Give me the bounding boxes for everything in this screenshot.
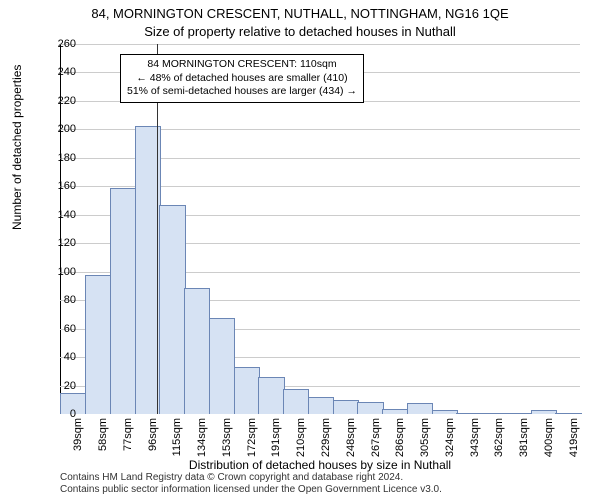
ytick-label: 200: [48, 123, 76, 135]
ytick-label: 240: [48, 66, 76, 78]
ytick-label: 160: [48, 180, 76, 192]
xtick-label: 305sqm: [419, 418, 431, 458]
xtick-label: 324sqm: [444, 418, 456, 458]
histogram-bar: [481, 413, 507, 414]
ytick-label: 80: [48, 294, 76, 306]
xtick-label: 77sqm: [122, 418, 134, 458]
histogram-bar: [333, 400, 359, 414]
histogram-bar: [234, 367, 260, 414]
histogram-bar: [159, 205, 185, 414]
histogram-bar: [110, 188, 136, 414]
histogram-bar: [209, 318, 235, 414]
xtick-label: 419sqm: [568, 418, 580, 458]
ytick-label: 100: [48, 266, 76, 278]
xtick-label: 248sqm: [345, 418, 357, 458]
ytick-label: 40: [48, 351, 76, 363]
xtick-label: 381sqm: [518, 418, 530, 458]
histogram-bar: [506, 413, 532, 414]
xtick-label: 153sqm: [221, 418, 233, 458]
xtick-label: 172sqm: [246, 418, 258, 458]
histogram-bar: [531, 410, 557, 414]
title-main: 84, MORNINGTON CRESCENT, NUTHALL, NOTTIN…: [0, 6, 600, 21]
histogram-bar: [85, 275, 111, 414]
gridline: [60, 44, 580, 45]
xtick-label: 210sqm: [295, 418, 307, 458]
ytick-label: 260: [48, 38, 76, 50]
plot-area: 84 MORNINGTON CRESCENT: 110sqm← 48% of d…: [60, 44, 580, 414]
xtick-label: 400sqm: [543, 418, 555, 458]
xtick-label: 96sqm: [147, 418, 159, 458]
histogram-bar: [283, 389, 309, 414]
annotation-line: 84 MORNINGTON CRESCENT: 110sqm: [127, 58, 357, 72]
xtick-label: 267sqm: [370, 418, 382, 458]
footer-attribution: Contains HM Land Registry data © Crown c…: [60, 472, 442, 496]
histogram-bar: [407, 403, 433, 414]
xtick-label: 115sqm: [171, 418, 183, 458]
xtick-label: 286sqm: [394, 418, 406, 458]
histogram-bar: [555, 413, 581, 414]
xtick-label: 191sqm: [270, 418, 282, 458]
histogram-bar: [432, 410, 458, 414]
x-axis-label: Distribution of detached houses by size …: [60, 458, 580, 472]
histogram-bar: [184, 288, 210, 414]
histogram-bar: [382, 409, 408, 414]
annotation-box: 84 MORNINGTON CRESCENT: 110sqm← 48% of d…: [120, 54, 364, 103]
histogram-bar: [357, 402, 383, 414]
ytick-label: 20: [48, 380, 76, 392]
ytick-label: 120: [48, 237, 76, 249]
xtick-label: 343sqm: [469, 418, 481, 458]
xtick-label: 134sqm: [196, 418, 208, 458]
xtick-label: 58sqm: [97, 418, 109, 458]
histogram-bar: [308, 397, 334, 414]
y-axis-label: Number of detached properties: [10, 65, 24, 230]
annotation-line: ← 48% of detached houses are smaller (41…: [127, 72, 357, 86]
title-sub: Size of property relative to detached ho…: [0, 24, 600, 39]
chart-container: 84, MORNINGTON CRESCENT, NUTHALL, NOTTIN…: [0, 0, 600, 500]
histogram-bar: [456, 413, 482, 414]
xtick-label: 229sqm: [320, 418, 332, 458]
ytick-label: 220: [48, 95, 76, 107]
xtick-label: 362sqm: [493, 418, 505, 458]
annotation-line: 51% of semi-detached houses are larger (…: [127, 85, 357, 99]
footer-line-1: Contains HM Land Registry data © Crown c…: [60, 472, 442, 484]
ytick-label: 140: [48, 209, 76, 221]
ytick-label: 60: [48, 323, 76, 335]
histogram-bar: [258, 377, 284, 414]
xtick-label: 39sqm: [72, 418, 84, 458]
ytick-label: 180: [48, 152, 76, 164]
footer-line-2: Contains public sector information licen…: [60, 484, 442, 496]
